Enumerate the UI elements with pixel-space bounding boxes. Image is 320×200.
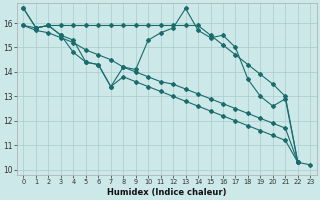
X-axis label: Humidex (Indice chaleur): Humidex (Indice chaleur) — [107, 188, 227, 197]
